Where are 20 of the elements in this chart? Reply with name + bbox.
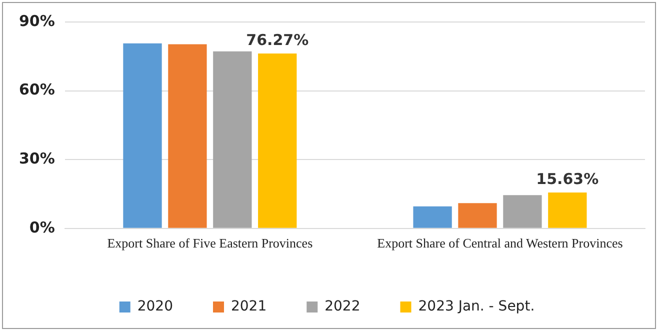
legend-label: 2021: [230, 298, 267, 315]
bar: [503, 195, 542, 228]
legend-label: 2022: [324, 298, 360, 315]
y-tick-label: 60%: [18, 80, 55, 99]
y-tick-label: 30%: [18, 149, 55, 168]
x-tick-label: Export Share of Five Eastern Provinces: [107, 236, 313, 251]
bar: [168, 44, 207, 228]
bar: [458, 203, 497, 228]
legend-label: 2023 Jan. - Sept.: [418, 298, 535, 315]
x-tick-label: Export Share of Central and Western Provinces: [377, 236, 623, 251]
bar: [258, 53, 297, 228]
data-label: 76.27%: [246, 30, 309, 49]
y-tick-label: 0%: [29, 218, 55, 236]
data-label: 15.63%: [536, 170, 599, 188]
bar: [213, 51, 252, 228]
bar: [413, 206, 452, 228]
bar: [123, 43, 162, 228]
legend-label: 2020: [137, 298, 174, 315]
y-tick-label: 90%: [18, 12, 55, 30]
bar: [548, 192, 587, 228]
